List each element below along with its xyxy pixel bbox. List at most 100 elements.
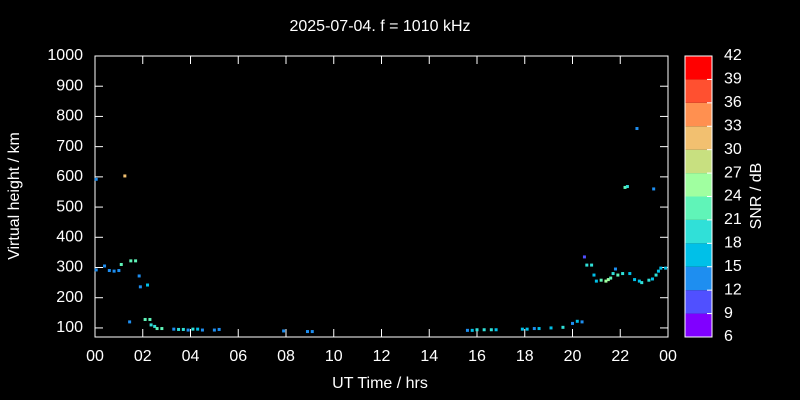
data-point: [153, 324, 157, 328]
x-tick-label: 00: [659, 348, 677, 365]
x-tick-label: 12: [373, 348, 391, 365]
colorbar-tick-label: 24: [724, 188, 742, 205]
data-point: [582, 255, 586, 259]
data-point: [172, 327, 176, 331]
x-tick-label: 08: [277, 348, 295, 365]
data-point: [282, 329, 286, 333]
x-tick-label: 00: [86, 348, 104, 365]
y-tick-label: 300: [56, 259, 83, 276]
data-point: [532, 327, 536, 331]
y-tick-label: 1000: [47, 47, 83, 64]
colorbar-tick-label: 27: [724, 164, 742, 181]
x-tick-label: 04: [182, 348, 200, 365]
colorbar-band: [685, 173, 712, 197]
data-point: [191, 327, 195, 331]
data-point: [212, 328, 216, 332]
data-point: [606, 278, 610, 282]
data-point: [94, 177, 98, 181]
colorbar-tick-label: 30: [724, 141, 742, 158]
colorbar-tick-label: 15: [724, 258, 742, 275]
data-point: [117, 269, 121, 273]
data-point: [177, 327, 181, 331]
x-tick-label: 20: [564, 348, 582, 365]
colorbar-band: [685, 102, 712, 127]
data-point: [592, 273, 596, 277]
data-point: [155, 327, 159, 331]
data-point: [640, 281, 644, 285]
x-tick-label: 22: [611, 348, 629, 365]
data-point: [217, 327, 221, 331]
data-point: [103, 264, 107, 268]
y-tick-label: 100: [56, 319, 83, 336]
data-point: [134, 259, 138, 263]
colorbar-tick-label: 39: [724, 71, 742, 88]
data-point: [143, 317, 147, 321]
data-point: [138, 285, 142, 289]
data-point: [482, 328, 486, 332]
x-tick-label: 16: [468, 348, 486, 365]
data-point: [616, 273, 620, 277]
colorbar-tick-label: 42: [724, 47, 742, 64]
data-point: [186, 328, 190, 332]
colorbar-band: [685, 290, 712, 314]
data-point: [654, 273, 658, 277]
y-tick-label: 400: [56, 229, 83, 246]
colorbar-tick-label: 9: [724, 305, 733, 322]
data-point: [112, 269, 116, 273]
data-point: [149, 323, 153, 327]
x-tick-label: 14: [420, 348, 438, 365]
colorbar-band: [685, 196, 712, 220]
data-point: [181, 327, 185, 331]
data-point: [525, 327, 529, 331]
data-point: [637, 279, 641, 283]
colorbar-tick-label: 21: [724, 211, 742, 228]
data-point: [613, 267, 617, 271]
data-point: [659, 266, 663, 270]
data-point: [200, 328, 204, 332]
colorbar-band: [685, 243, 712, 267]
data-point: [520, 327, 524, 331]
y-tick-label: 700: [56, 138, 83, 155]
data-point: [585, 263, 589, 267]
data-point: [625, 185, 629, 189]
x-tick-label: 18: [516, 348, 534, 365]
y-tick-label: 600: [56, 168, 83, 185]
data-point: [650, 277, 654, 281]
data-point: [604, 279, 608, 283]
y-tick-label: 900: [56, 77, 83, 94]
data-point: [475, 328, 479, 332]
data-point: [590, 263, 594, 267]
data-point: [129, 259, 133, 263]
data-point: [470, 328, 474, 332]
data-point: [575, 319, 579, 323]
data-point: [465, 328, 469, 332]
y-tick-label: 500: [56, 198, 83, 215]
data-point: [196, 327, 200, 331]
data-point: [609, 276, 613, 280]
data-point: [628, 272, 632, 276]
y-axis-label: Virtual height / km: [6, 132, 23, 260]
data-point: [594, 279, 598, 283]
data-point: [146, 283, 150, 287]
data-point: [489, 328, 493, 332]
data-point: [647, 278, 651, 282]
data-point: [119, 262, 123, 266]
x-tick-label: 10: [325, 348, 343, 365]
colorbar-tick-label: 18: [724, 235, 742, 252]
colorbar-tick-label: 12: [724, 281, 742, 298]
data-point: [623, 185, 627, 189]
colorbar-band: [685, 149, 712, 174]
y-tick-label: 200: [56, 289, 83, 306]
colorbar-band: [685, 126, 712, 150]
colorbar-band: [685, 56, 712, 80]
data-point: [571, 321, 574, 325]
y-tick-label: 800: [56, 108, 83, 125]
chart-title: 2025-07-04. f = 1010 kHz: [289, 18, 470, 35]
data-point: [128, 320, 132, 324]
data-point: [537, 327, 541, 331]
colorbar-tick-label: 33: [724, 117, 742, 134]
x-axis-label: UT Time / hrs: [332, 375, 428, 392]
colorbar-band: [685, 266, 712, 291]
